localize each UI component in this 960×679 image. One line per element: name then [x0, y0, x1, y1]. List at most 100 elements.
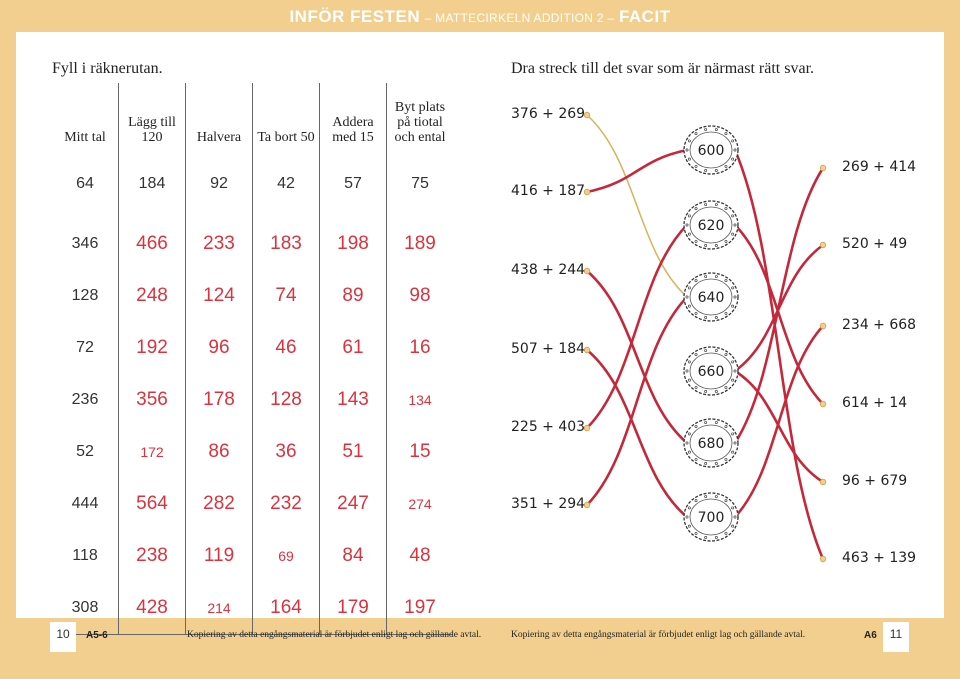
left-expression: 438 + 244: [511, 262, 586, 278]
answer-cell: 15: [386, 426, 453, 478]
left-expression: 376 + 269: [511, 106, 586, 122]
table-row: 64 184 92 42 57 75: [52, 150, 453, 218]
left-connector-dot: [583, 111, 591, 119]
left-expression: 507 + 184: [511, 341, 586, 357]
answer-cell: 183: [252, 218, 320, 270]
start-number-cell: 346: [71, 235, 99, 252]
answer-cell: 74: [252, 270, 320, 322]
copyright-left: Kopiering av detta engångsmaterial är fö…: [187, 630, 482, 640]
right-expression: 234 + 668: [842, 317, 917, 333]
answer-cell: 57: [319, 150, 387, 218]
connection-line: [733, 369, 825, 484]
right-expression: 96 + 679: [842, 473, 908, 489]
answer-cell: 84: [319, 530, 387, 582]
table-row: 128 248 124 74 89 98: [52, 270, 453, 322]
answer-cell: 42: [252, 150, 320, 218]
answer-cell: 86: [185, 426, 253, 478]
left-connector-dot: [583, 424, 591, 432]
answer-cell: 61: [319, 322, 387, 374]
left-expression: 351 + 294: [511, 496, 586, 512]
answer-cell: 178: [185, 374, 253, 426]
header-facit: FACIT: [618, 7, 671, 26]
answer-cell: 192: [118, 322, 186, 374]
left-expression: 225 + 403: [511, 419, 586, 435]
cake-icon: 660: [683, 346, 739, 396]
connection-line: [733, 243, 825, 373]
connection-line: [733, 148, 825, 561]
connection-line: [585, 295, 689, 507]
table-row: 72 192 96 46 61 16: [52, 322, 453, 374]
answer-cell: 248: [118, 270, 186, 322]
connection-line: [585, 269, 689, 445]
left-connector-dot: [583, 501, 591, 509]
right-connector-dot: [819, 164, 827, 172]
answer-cell: 238: [118, 530, 186, 582]
code-left: A5-6: [86, 630, 108, 641]
right-instruction: Dra streck till det svar som är närmast …: [511, 60, 815, 77]
right-expression: 269 + 414: [842, 159, 917, 175]
answer-cell: 143: [319, 374, 387, 426]
table-row: 346 466 233 183 198 189: [52, 218, 453, 270]
answer-cell: 274: [386, 478, 453, 530]
answer-cell: 69: [252, 530, 320, 582]
column-header: Ta bort 50: [252, 83, 320, 150]
column-header: Mitt tal: [64, 130, 106, 145]
left-band: [0, 0, 16, 679]
start-number-cell: 118: [72, 547, 98, 564]
cake-icon: 600: [683, 125, 739, 175]
answer-cell: 134: [386, 374, 453, 426]
answer-cell: 98: [386, 270, 453, 322]
column-header: Halvera: [185, 83, 253, 150]
right-connector-dot: [819, 478, 827, 486]
answer-cell: 179: [319, 582, 387, 635]
cake-icon: 680: [683, 418, 739, 468]
start-number-cell: 444: [71, 495, 99, 512]
answer-cell: 89: [319, 270, 387, 322]
code-right: A6: [864, 630, 877, 641]
connection-line: [585, 348, 689, 519]
answer-cell: 36: [252, 426, 320, 478]
right-expression: 520 + 49: [842, 236, 908, 252]
answer-cell: 232: [252, 478, 320, 530]
answer-cell: 247: [319, 478, 387, 530]
column-header: Byt plats på tiotal och ental: [386, 83, 453, 150]
answer-cell: 282: [185, 478, 253, 530]
cake-icon: 620: [683, 200, 739, 250]
calculation-table: Mitt tal Lägg till 120 Halvera Ta bort 50 Ad…: [52, 83, 453, 635]
start-number-cell: 236: [71, 391, 99, 408]
answer-cell: 164: [252, 582, 320, 635]
start-number-cell: 72: [76, 339, 94, 356]
answer-cell: 75: [386, 150, 453, 218]
table-row: 236 356 178 128 143 134: [52, 374, 453, 426]
connection-line: [733, 324, 825, 519]
page-number-right: 11: [883, 622, 909, 652]
right-band: [944, 0, 960, 679]
answer-cell: 92: [185, 150, 253, 218]
column-header: Lägg till 120: [118, 83, 186, 150]
start-number-cell: 52: [76, 443, 94, 460]
left-connector-dot: [583, 346, 591, 354]
answer-cell: 428: [118, 582, 186, 635]
answer-cell: 48: [386, 530, 453, 582]
start-number-cell: 128: [71, 287, 99, 304]
start-number-cell: 64: [76, 175, 94, 192]
answer-cell: 466: [118, 218, 186, 270]
answer-cell: 356: [118, 374, 186, 426]
cake-icon: 700: [683, 492, 739, 542]
right-expression: 614 + 14: [842, 395, 908, 411]
answer-cell: 184: [118, 150, 186, 218]
cake-label: 600: [698, 143, 725, 159]
connection-line: [585, 223, 689, 430]
left-expression: 416 + 187: [511, 183, 586, 199]
right-connector-dot: [819, 241, 827, 249]
answer-cell: 197: [386, 582, 453, 635]
header-title: INFÖR FESTEN: [289, 7, 421, 26]
answer-cell: 564: [118, 478, 186, 530]
answer-cell: 46: [252, 322, 320, 374]
column-header: Addera med 15: [319, 83, 387, 150]
cake-label: 620: [698, 218, 725, 234]
table-row: 118 238 119 69 84 48: [52, 530, 453, 582]
top-band: [0, 0, 960, 32]
answer-cell: 128: [252, 374, 320, 426]
table-row: 308 428 214 164 179 197: [52, 582, 453, 635]
